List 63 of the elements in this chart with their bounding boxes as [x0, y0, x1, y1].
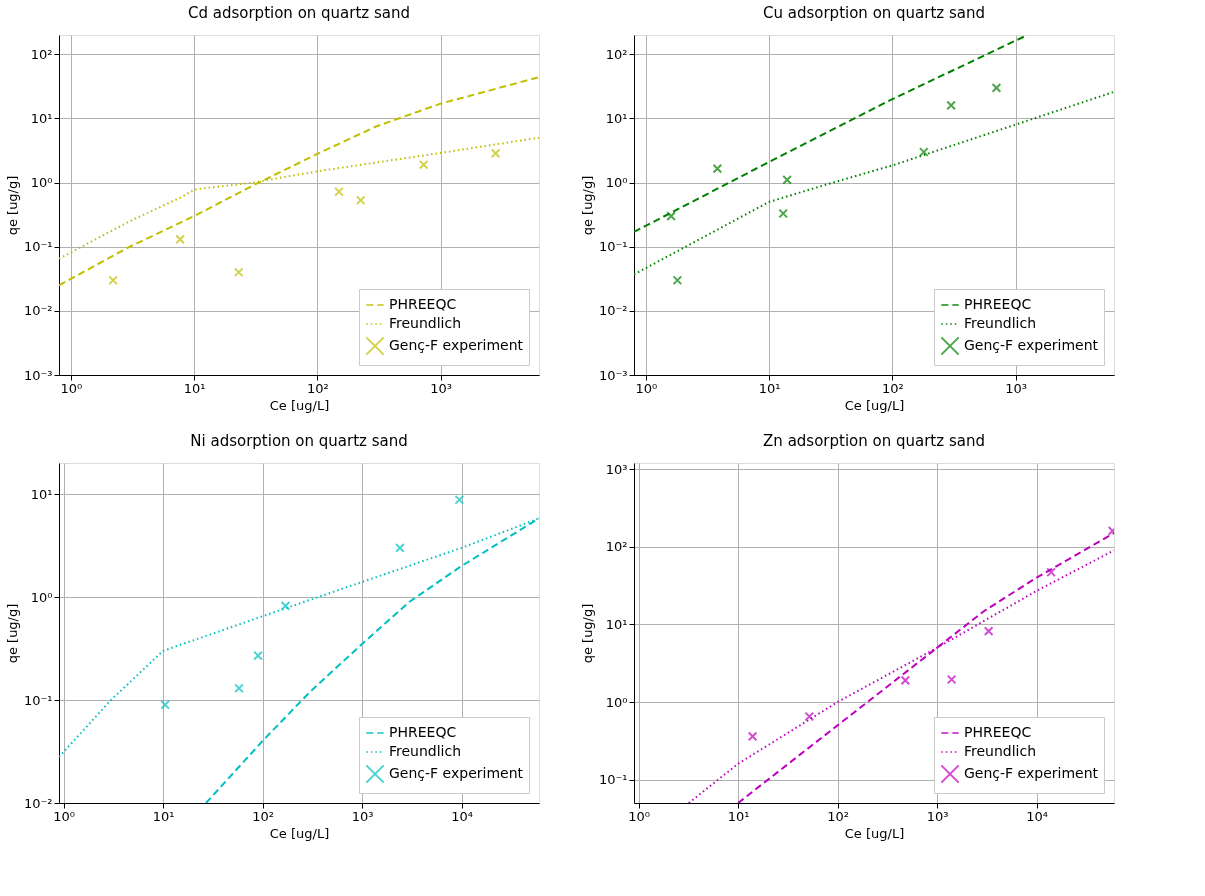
chart-title: Cd adsorption on quartz sand	[187, 4, 411, 22]
y-tick-label: 10¹	[605, 616, 628, 632]
legend-label: Genç-F experiment	[964, 765, 1099, 781]
chart-title: Cu adsorption on quartz sand	[762, 4, 986, 22]
x-tick-label: 10⁰	[53, 808, 75, 824]
y-tick-label: 10²	[605, 539, 628, 555]
x-tick-label: 10⁰	[635, 380, 658, 396]
x-tick-label: 10⁰	[628, 808, 650, 824]
legend-label: Freundlich	[964, 315, 1037, 331]
x-tick-label: 10⁴	[451, 808, 473, 824]
legend-label: Freundlich	[389, 315, 462, 331]
x-tick-label: 10⁰	[60, 380, 83, 396]
legend-label: Freundlich	[964, 743, 1037, 759]
legend-label: Genç-F experiment	[389, 765, 524, 781]
x-tick-label: 10²	[306, 380, 329, 396]
x-tick-label: 10¹	[758, 380, 781, 396]
x-axis-title: Ce [ug/L]	[269, 397, 330, 413]
legend-label: PHREEQC	[389, 296, 457, 312]
legend-label: Genç-F experiment	[389, 337, 524, 353]
y-tick-label: 10⁰	[605, 694, 628, 710]
y-tick-label: 10⁻²	[23, 303, 53, 319]
x-tick-label: 10³	[430, 380, 452, 396]
y-tick-label: 10⁻²	[23, 795, 53, 811]
y-tick-label: 10¹	[30, 110, 53, 126]
legend-label: PHREEQC	[964, 724, 1032, 740]
y-axis-title: qe [ug/g]	[4, 175, 20, 236]
y-tick-label: 10⁻³	[23, 367, 53, 383]
chart-title: Ni adsorption on quartz sand	[190, 432, 408, 450]
y-tick-label: 10⁻¹	[23, 239, 53, 255]
y-axis-title: qe [ug/g]	[579, 603, 595, 664]
y-tick-label: 10⁻¹	[598, 239, 628, 255]
chart-title: Zn adsorption on quartz sand	[763, 432, 985, 450]
x-tick-label: 10²	[252, 808, 274, 824]
y-tick-label: 10⁰	[30, 589, 53, 605]
x-tick-label: 10²	[881, 380, 904, 396]
x-tick-label: 10⁴	[1026, 808, 1048, 824]
legend-label: Freundlich	[389, 743, 462, 759]
y-axis-title: qe [ug/g]	[579, 175, 595, 236]
y-tick-label: 10⁻¹	[598, 772, 628, 788]
y-tick-label: 10²	[30, 46, 53, 62]
y-tick-label: 10⁻¹	[23, 692, 53, 708]
x-tick-label: 10³	[926, 808, 949, 824]
x-tick-label: 10²	[827, 808, 849, 824]
x-tick-label: 10¹	[183, 380, 206, 396]
x-axis-title: Ce [ug/L]	[269, 825, 330, 841]
y-axis-title: qe [ug/g]	[4, 603, 20, 664]
y-tick-label: 10⁻²	[598, 303, 628, 319]
y-tick-label: 10⁰	[30, 175, 53, 191]
x-tick-label: 10³	[1005, 380, 1027, 396]
y-tick-label: 10⁰	[605, 175, 628, 191]
legend-label: Genç-F experiment	[964, 337, 1099, 353]
x-axis-title: Ce [ug/L]	[844, 397, 905, 413]
x-tick-label: 10³	[351, 808, 374, 824]
x-tick-label: 10¹	[727, 808, 750, 824]
x-tick-label: 10¹	[152, 808, 175, 824]
y-tick-label: 10⁻³	[598, 367, 628, 383]
y-tick-label: 10³	[605, 461, 628, 477]
legend-label: PHREEQC	[389, 724, 457, 740]
y-tick-label: 10¹	[30, 486, 53, 502]
x-axis-title: Ce [ug/L]	[844, 825, 905, 841]
y-tick-label: 10²	[605, 46, 628, 62]
y-tick-label: 10¹	[605, 110, 628, 126]
legend-label: PHREEQC	[964, 296, 1032, 312]
